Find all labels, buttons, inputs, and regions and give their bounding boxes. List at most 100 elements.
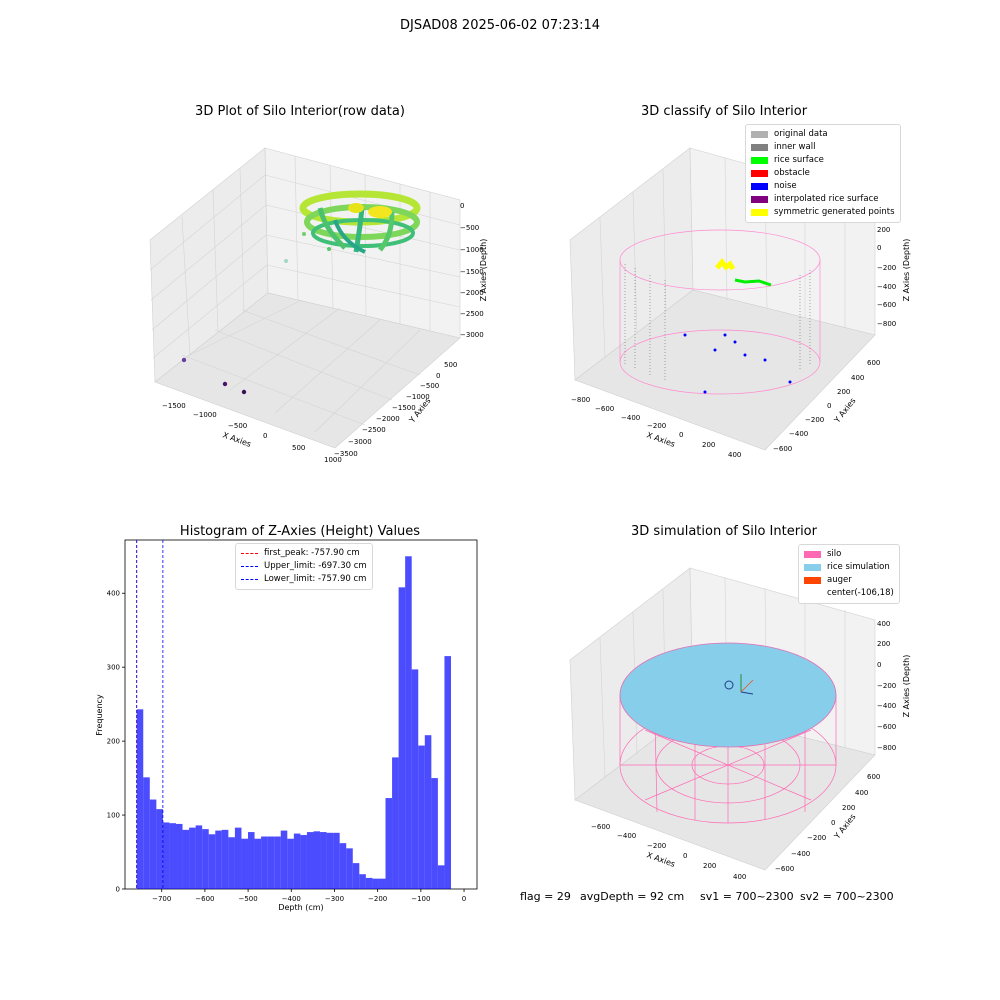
raw-x-label: X Axies xyxy=(221,430,252,449)
legend-swatch xyxy=(751,196,768,203)
legend-entry-rice-simulation: rice simulation xyxy=(804,561,894,574)
legend-entry-lower-limit: Lower_limit: -757.90 cm xyxy=(241,573,367,586)
raw-ztick: −3000 xyxy=(460,331,484,339)
histogram-bar xyxy=(202,829,209,889)
simulation-3d-plot: 400 200 0 −200 −400 −600 −800 Z Axies (D… xyxy=(569,567,911,880)
legend-swatch xyxy=(804,590,821,597)
legend-label: obstacle xyxy=(774,168,810,178)
simulation-x-label: X Axies xyxy=(645,850,676,869)
classify-y-ticks: 600 400 200 0 −200 −400 −600 xyxy=(773,359,880,453)
legend-swatch xyxy=(804,564,821,571)
histogram-vlines xyxy=(136,540,164,889)
legend-label: noise xyxy=(774,181,797,191)
raw-ztick: 0 xyxy=(460,202,464,210)
raw-ytick: −2500 xyxy=(362,426,386,434)
simulation-xtick: 0 xyxy=(683,852,687,860)
legend-swatch xyxy=(804,577,821,584)
histogram-xtick-label: −700 xyxy=(152,895,171,903)
raw-ytick: −500 xyxy=(420,382,439,390)
classify-3d-plot: 00 200 0 −200 −400 −600 −800 Z Axies (De… xyxy=(569,147,911,459)
classify-ytick: −600 xyxy=(773,445,792,453)
histogram-bar xyxy=(293,833,301,889)
legend-entry-interpolated-rice-surface: interpolated rice surface xyxy=(751,193,895,206)
raw-ztick: −2500 xyxy=(460,310,484,318)
classify-z-ticks: 00 200 0 −200 −400 −600 −800 xyxy=(877,206,896,328)
legend-entry-rice-surface: rice surface xyxy=(751,154,895,167)
classify-x-label: X Axies xyxy=(645,430,676,449)
figure-title: DJSAD08 2025-06-02 07:23:14 xyxy=(400,18,600,33)
histogram-bar xyxy=(156,809,163,889)
histogram-bar xyxy=(241,838,249,889)
histogram-bar xyxy=(392,757,399,889)
legend-entry-auger: auger xyxy=(804,574,894,587)
raw-ytick: −1000 xyxy=(406,393,430,401)
raw-x-ticks: −1500 −1000 −500 0 500 1000 xyxy=(162,402,342,464)
classify-xtick: −200 xyxy=(647,422,666,430)
simulation-xtick: −200 xyxy=(647,842,666,850)
sv1-text: sv1 = 700~2300 xyxy=(700,890,794,903)
histogram-title: Histogram of Z-Axies (Height) Values xyxy=(179,524,421,539)
classify-xtick: −800 xyxy=(571,396,590,404)
histogram-bar xyxy=(320,832,327,889)
histogram-ytick-label: 300 xyxy=(107,664,120,672)
simulation-y-ticks: 600 400 200 0 −200 −400 −600 xyxy=(775,773,880,873)
simulation-xtick: −400 xyxy=(617,832,636,840)
raw-z-label: Z Axies (Depth) xyxy=(479,239,488,302)
histogram-bar xyxy=(208,834,216,889)
histogram-bar xyxy=(411,669,419,889)
classify-ztick: 0 xyxy=(877,244,881,252)
histogram-bar xyxy=(175,823,183,889)
legend-label: center(-106,18) xyxy=(827,588,894,598)
classify-ytick: 0 xyxy=(827,402,831,410)
legend-swatch xyxy=(804,551,821,558)
histogram-bar xyxy=(287,838,294,889)
simulation-ztick: −400 xyxy=(877,702,896,710)
legend-entry-inner-wall: inner wall xyxy=(751,141,895,154)
legend-label: inner wall xyxy=(774,142,816,152)
simulation-ytick: −600 xyxy=(775,865,794,873)
classify-y-label: Y Axies xyxy=(832,396,858,425)
histogram-bar xyxy=(267,836,275,889)
raw-ztick: −1000 xyxy=(460,246,484,254)
histogram-xtick-label: −600 xyxy=(195,895,214,903)
raw-xtick: −1500 xyxy=(162,402,186,410)
histogram-bar xyxy=(359,874,366,889)
raw-ztick: −500 xyxy=(460,224,479,232)
legend-label: original data xyxy=(774,129,828,139)
histogram-bar xyxy=(326,832,334,889)
histogram-xtick-label: −200 xyxy=(368,895,387,903)
simulation-legend: silo rice simulation auger center(-106,1… xyxy=(798,544,900,604)
histogram-ytick-label: 100 xyxy=(107,812,120,820)
histogram-bar xyxy=(221,829,229,889)
histogram-bar xyxy=(405,556,412,889)
simulation-ztick: 200 xyxy=(877,640,890,648)
histogram-bar xyxy=(437,865,445,889)
simulation-ytick: 0 xyxy=(831,819,835,827)
classify-xtick: 0 xyxy=(679,431,683,439)
histogram-bar xyxy=(339,843,347,889)
histogram-chart: −700 −600 −500 −400 −300 −200 −100 0 0 100 200 300… xyxy=(95,539,478,912)
raw-ytick: 500 xyxy=(444,361,457,369)
simulation-ytick: −400 xyxy=(791,850,810,858)
histogram-xtick-label: −300 xyxy=(325,895,344,903)
legend-label: symmetric generated points xyxy=(774,207,895,217)
histogram-bar xyxy=(234,827,242,889)
raw-ztick: −1500 xyxy=(460,268,484,276)
classify-ytick: 400 xyxy=(851,374,864,382)
raw-ytick: 0 xyxy=(436,372,440,380)
histogram-ytick-label: 400 xyxy=(107,590,120,598)
histogram-y-label: Frequency xyxy=(95,694,104,736)
classify-z-label: Z Axies (Depth) xyxy=(902,239,911,302)
histogram-bar xyxy=(346,848,353,889)
legend-entry-silo: silo xyxy=(804,548,894,561)
histogram-bar xyxy=(398,587,406,889)
avg-depth-text: avgDepth = 92 cm xyxy=(580,890,685,903)
raw-xtick: −500 xyxy=(228,422,247,430)
classify-ztick: −600 xyxy=(877,301,896,309)
simulation-xtick: 200 xyxy=(703,862,716,870)
histogram-bar xyxy=(195,825,203,889)
histogram-bar xyxy=(182,829,190,889)
histogram-ytick-label: 0 xyxy=(116,886,120,894)
classify-legend: original data inner wall rice surface ob… xyxy=(745,124,901,223)
classify-ztick: −800 xyxy=(877,320,896,328)
